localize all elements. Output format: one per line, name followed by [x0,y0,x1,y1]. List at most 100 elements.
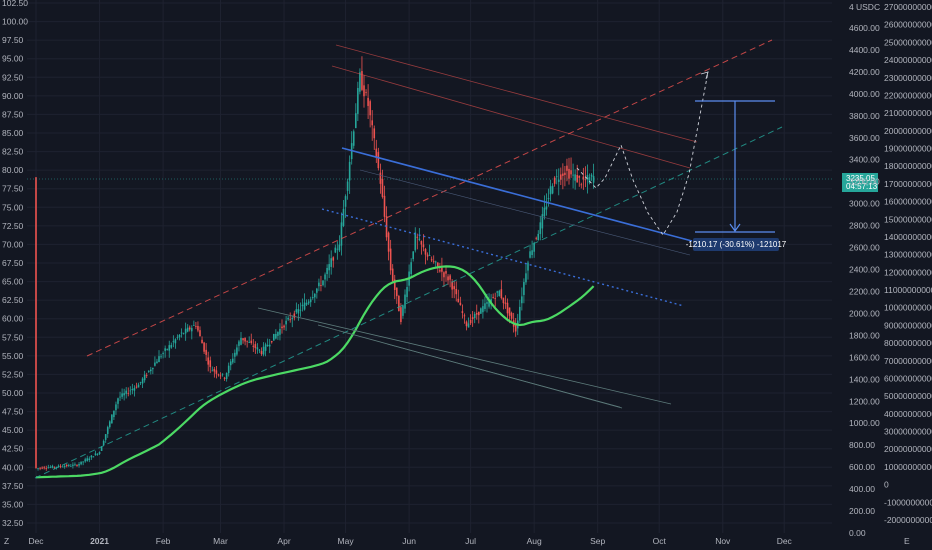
candle-body [39,467,41,469]
candle-body [223,377,226,379]
volume-tick-label: 1400000000000 [884,232,932,242]
volume-tick-label: 400000000000 [884,409,932,419]
candle-body [113,410,115,418]
candle-body [41,467,43,469]
usdc-tick-label: 2200.00 [849,286,880,296]
left-tick-label: 57.50 [2,332,24,342]
left-tick-label: 52.50 [2,369,24,379]
candle-body [135,386,138,388]
candle-body [355,113,357,129]
left-tick-label: 35.00 [2,499,24,509]
candle-body [49,466,52,468]
candle-body [387,232,390,252]
candle-body [100,446,103,452]
usdc-tick-label: 800.00 [849,440,875,450]
candle-body [234,352,236,357]
candle-body [168,345,171,351]
candle-body [426,254,429,257]
candle-body [314,293,316,298]
upper-rising-channel [86,39,773,357]
left-tick-label: 97.50 [2,35,24,45]
candle-body [162,352,164,354]
candle-body [270,340,273,343]
candle-body [59,466,62,468]
candle-body [45,468,48,470]
left-tick-label: 65.00 [2,277,24,287]
candle-body [342,208,345,226]
left-tick-label: 95.00 [2,54,24,64]
candle-body [291,318,294,320]
candle-body [84,459,86,462]
candle-body [72,464,74,466]
time-label: May [338,536,355,546]
candle-body [437,262,439,267]
candle-body [432,260,435,262]
candle-body [404,294,406,309]
candle-body [328,264,330,271]
candle-body [576,174,578,183]
volume-axis: -200000000000 -100000000000 0 100000000000 2… [884,2,932,525]
candle-body [285,320,287,325]
candle-body [90,455,93,458]
candle-body [35,177,37,469]
candle-body [242,338,244,341]
candle-body [164,348,166,351]
candle-body [53,466,56,468]
candle-body [348,161,351,181]
left-tick-label: 80.00 [2,165,24,175]
candle-body [258,349,261,351]
left-tick-label: 45.00 [2,425,24,435]
usdc-tick-label: 3200.00 [849,177,880,187]
candle-body [498,290,501,297]
candle-body [525,273,527,283]
candle-body [211,370,214,372]
candle-body [535,237,537,239]
left-tick-label: 47.50 [2,407,24,417]
volume-tick-label: 1000000000000 [884,303,932,313]
candle-body [141,378,144,384]
candle-body [586,174,589,180]
candle-body [213,368,216,372]
candle-body [416,236,419,238]
candle-body [305,302,308,305]
candle-body [547,198,550,200]
candle-body [430,259,433,261]
candle-body [379,172,382,184]
candle-body [121,393,123,397]
candle-body [248,342,250,343]
candle-body [70,465,72,467]
candle-body [203,342,205,352]
candle-body [545,206,548,210]
volume-tick-label: 2700000000000 [884,2,932,12]
candle-body [592,176,595,183]
candle-body [539,222,542,234]
volume-tick-label: 2400000000000 [884,55,932,65]
corner-label-right[interactable]: E [904,536,910,546]
candle-body [361,71,363,90]
candle-body [195,326,197,327]
candle-body [158,356,160,363]
candle-body [232,358,234,363]
candle-body [55,466,58,468]
candle-body [537,233,540,241]
candle-body [457,298,460,303]
left-tick-label: 37.50 [2,481,24,491]
candle-body [527,262,529,271]
candle-body [219,375,222,377]
volume-tick-label: -100000000000 [884,497,932,507]
volume-tick-label: 1800000000000 [884,161,932,171]
usdc-tick-label: 1600.00 [849,352,880,362]
candle-body [94,453,97,456]
candle-body [129,390,132,392]
candle-body [275,334,277,339]
price-tag-countdown: 04:57:13 [846,182,878,191]
upper-descending-channel [335,44,698,143]
mid-descending-channel [331,65,691,169]
time-label: Nov [715,536,731,546]
volume-tick-label: 1700000000000 [884,179,932,189]
left-tick-label: 60.00 [2,314,24,324]
candle-body [424,248,427,255]
corner-label-left[interactable]: Z [4,536,9,546]
candle-body [402,305,404,316]
